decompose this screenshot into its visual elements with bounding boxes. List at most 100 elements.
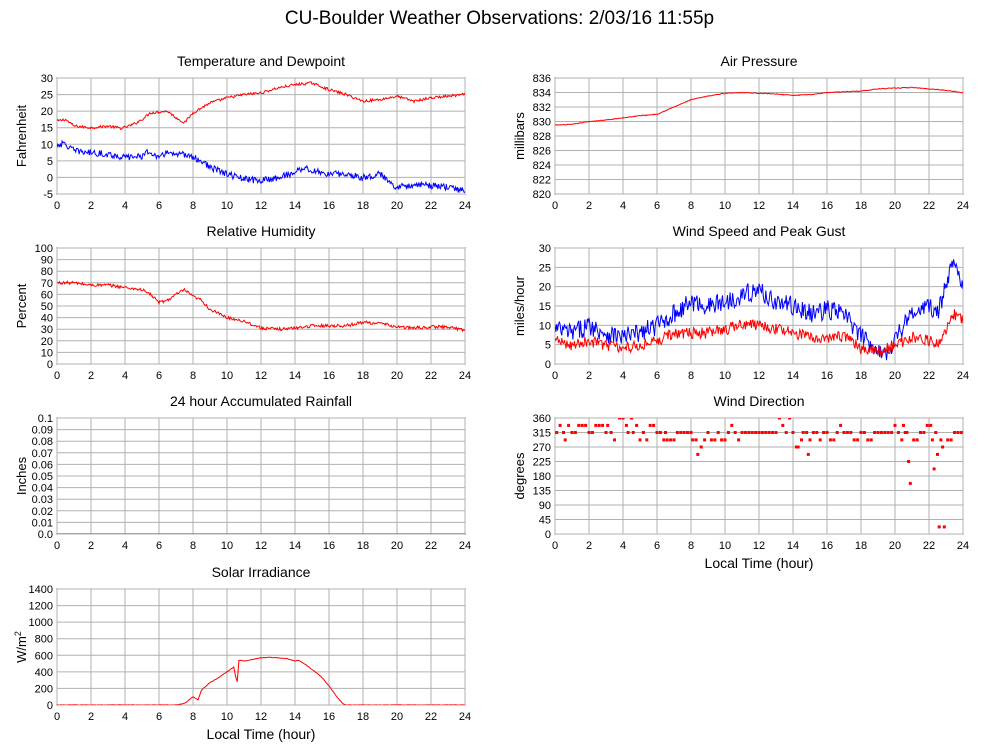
data-point [696,452,700,456]
data-layer [555,418,963,529]
x-tick-label: 16 [323,200,335,212]
data-point [781,423,785,427]
data-point [784,431,788,434]
y-tick-label: 0.08 [32,436,53,448]
x-tick-label: 22 [425,711,437,723]
y-tick-label: 30 [41,73,53,85]
data-point [645,438,649,442]
data-point [631,431,635,434]
chart-title: Wind Speed and Peak Gust [673,223,846,239]
data-point [912,438,916,442]
x-tick-label: 10 [221,200,233,212]
data-point [862,431,866,434]
x-tick-label: 22 [923,370,935,382]
y-tick-label: 822 [533,175,551,187]
data-point [740,431,744,434]
data-point [903,431,907,434]
x-tick-label: 10 [719,540,731,552]
data-point [606,423,610,427]
data-point [896,431,900,434]
data-point [774,431,778,434]
data-point [609,431,613,434]
x-tick-label: 0 [552,370,558,382]
x-tick-label: 20 [391,540,403,552]
x-tick-label: 12 [255,711,267,723]
data-point [839,423,843,427]
chart-direction: 0 2 4 6 8 10 12 14 16 18 20 22 240459013518022527031… [512,393,969,571]
chart-rain: 0 2 4 6 8 10 12 14 16 18 20 22 240.00.010.020.030.04… [14,393,471,552]
page-title: CU-Boulder Weather Observations: 2/03/16… [284,8,715,29]
data-point [648,423,652,427]
data-point [764,431,768,434]
x-tick-label: 6 [156,711,162,723]
x-tick-label: 6 [654,540,660,552]
data-point [580,423,584,427]
x-tick-label: 2 [88,200,94,212]
x-tick-label: 2 [88,370,94,382]
y-tick-label: 826 [533,146,551,158]
y-tick-label: 0.0 [38,529,53,541]
data-point [890,431,894,434]
data-point [866,438,870,442]
x-tick-label: 0 [552,540,558,552]
data-point [584,423,588,427]
x-tick-label: 6 [156,200,162,212]
y-tick-label: 0.07 [32,448,53,460]
x-tick-label: 2 [586,200,592,212]
data-point [655,431,659,434]
y-tick-label: 0.09 [32,425,53,437]
series-line [57,280,465,333]
y-tick-label: 315 [533,428,551,440]
data-point [902,423,905,427]
data-point [597,423,601,427]
y-tick-label: 25 [539,262,551,274]
y-tick-label: 180 [533,471,551,483]
data-point [767,431,771,434]
data-point [626,431,630,434]
series-line [57,656,465,705]
data-point [604,431,608,434]
y-tick-label: 270 [533,442,551,454]
data-point [956,431,960,434]
data-point [563,438,567,442]
data-point [825,431,829,434]
y-tick-label: 824 [533,160,551,172]
y-tick-label: 0 [47,700,53,712]
x-tick-label: 0 [54,200,60,212]
data-point [949,438,953,442]
y-axis-label: miles/hour [512,275,527,336]
chart-title: Solar Irradiance [212,564,311,580]
y-tick-label: 800 [35,634,53,646]
x-tick-label: 4 [122,200,128,212]
y-tick-label: 45 [539,515,551,527]
y-tick-label: 10 [41,347,53,359]
data-point [930,438,934,442]
data-point [594,423,598,427]
data-point [942,525,946,529]
data-point [939,438,943,442]
x-tick-label: 12 [753,200,765,212]
data-point [805,431,809,434]
x-tick-label: 14 [787,200,799,212]
x-tick-label: 2 [88,711,94,723]
y-axis-label: Percent [14,283,29,328]
data-point [587,431,591,434]
x-tick-label: 14 [787,370,799,382]
data-point [811,431,815,434]
x-tick-label: 8 [688,540,694,552]
data-point [915,438,919,442]
y-tick-label: 0.01 [32,517,53,529]
y-tick-label: 600 [35,650,53,662]
data-point [720,438,724,442]
y-tick-label: 40 [41,313,53,325]
x-tick-label: 16 [323,711,335,723]
y-axis-label: millibars [512,112,527,160]
data-point [562,431,565,434]
data-point [941,445,945,449]
series-line [555,309,963,356]
x-tick-label: 12 [255,200,267,212]
data-point [630,418,633,420]
data-point [641,431,645,434]
